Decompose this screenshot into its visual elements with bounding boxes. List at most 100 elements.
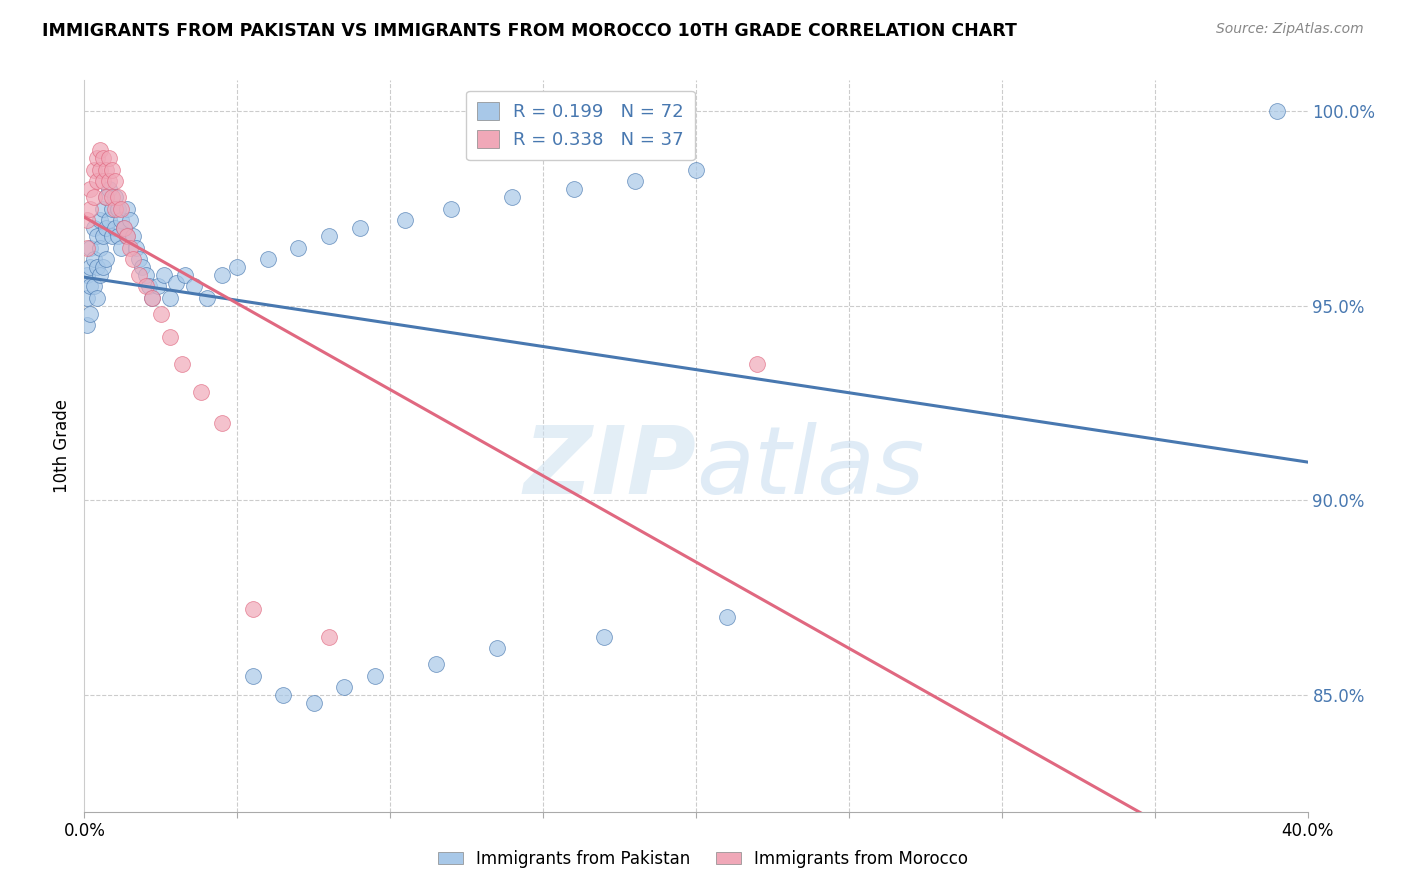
Point bbox=[165, 276, 187, 290]
Y-axis label: 10th Grade: 10th Grade bbox=[53, 399, 72, 493]
Point bbox=[104, 174, 127, 188]
Point bbox=[83, 190, 105, 204]
Point bbox=[502, 190, 524, 204]
Point bbox=[104, 221, 127, 235]
Point bbox=[79, 241, 101, 255]
Point bbox=[146, 279, 169, 293]
Point bbox=[91, 174, 114, 188]
Point bbox=[149, 307, 172, 321]
Point bbox=[174, 268, 197, 282]
Point bbox=[89, 241, 111, 255]
Point bbox=[79, 279, 101, 293]
Point bbox=[257, 252, 280, 267]
Point bbox=[226, 260, 249, 274]
Point bbox=[318, 228, 340, 243]
Point bbox=[195, 291, 218, 305]
Point bbox=[94, 221, 117, 235]
Point bbox=[79, 307, 101, 321]
Point bbox=[107, 202, 129, 216]
Point bbox=[128, 268, 150, 282]
Point bbox=[76, 268, 98, 282]
Point bbox=[94, 190, 117, 204]
Point bbox=[135, 268, 157, 282]
Text: ZIP: ZIP bbox=[523, 422, 696, 514]
Text: IMMIGRANTS FROM PAKISTAN VS IMMIGRANTS FROM MOROCCO 10TH GRADE CORRELATION CHART: IMMIGRANTS FROM PAKISTAN VS IMMIGRANTS F… bbox=[42, 22, 1017, 40]
Point bbox=[128, 252, 150, 267]
Point bbox=[159, 330, 181, 344]
Point bbox=[86, 228, 108, 243]
Point bbox=[101, 190, 124, 204]
Point bbox=[94, 190, 117, 204]
Point bbox=[141, 291, 163, 305]
Point bbox=[131, 260, 153, 274]
Point bbox=[83, 162, 105, 177]
Point bbox=[112, 221, 135, 235]
Point bbox=[76, 241, 98, 255]
Point bbox=[110, 241, 132, 255]
Point bbox=[153, 268, 176, 282]
Point bbox=[97, 213, 120, 227]
Point bbox=[115, 228, 138, 243]
Point bbox=[115, 228, 138, 243]
Point bbox=[79, 182, 101, 196]
Point bbox=[91, 202, 114, 216]
Point bbox=[271, 688, 294, 702]
Point bbox=[76, 291, 98, 305]
Point bbox=[349, 221, 371, 235]
Text: atlas: atlas bbox=[696, 423, 924, 514]
Point bbox=[122, 252, 145, 267]
Point bbox=[302, 696, 325, 710]
Point bbox=[486, 641, 509, 656]
Point bbox=[83, 252, 105, 267]
Point bbox=[89, 268, 111, 282]
Point bbox=[211, 268, 233, 282]
Point bbox=[107, 228, 129, 243]
Point bbox=[101, 202, 124, 216]
Point bbox=[211, 416, 233, 430]
Point bbox=[190, 384, 212, 399]
Point bbox=[135, 279, 157, 293]
Point bbox=[593, 630, 616, 644]
Point bbox=[101, 228, 124, 243]
Point bbox=[115, 202, 138, 216]
Point bbox=[89, 162, 111, 177]
Point bbox=[112, 221, 135, 235]
Legend: R = 0.199   N = 72, R = 0.338   N = 37: R = 0.199 N = 72, R = 0.338 N = 37 bbox=[467, 91, 695, 161]
Point bbox=[159, 291, 181, 305]
Point bbox=[183, 279, 205, 293]
Point bbox=[89, 213, 111, 227]
Point bbox=[91, 151, 114, 165]
Point bbox=[425, 657, 447, 671]
Point bbox=[97, 151, 120, 165]
Point bbox=[110, 213, 132, 227]
Point bbox=[86, 151, 108, 165]
Point bbox=[716, 610, 738, 624]
Text: Source: ZipAtlas.com: Source: ZipAtlas.com bbox=[1216, 22, 1364, 37]
Point bbox=[394, 213, 416, 227]
Point bbox=[89, 144, 111, 158]
Point bbox=[94, 252, 117, 267]
Point bbox=[172, 357, 194, 371]
Point bbox=[318, 630, 340, 644]
Legend: Immigrants from Pakistan, Immigrants from Morocco: Immigrants from Pakistan, Immigrants fro… bbox=[432, 844, 974, 875]
Point bbox=[242, 668, 264, 682]
Point bbox=[83, 279, 105, 293]
Point bbox=[86, 291, 108, 305]
Point bbox=[122, 228, 145, 243]
Point bbox=[364, 668, 387, 682]
Point bbox=[624, 174, 647, 188]
Point bbox=[110, 202, 132, 216]
Point bbox=[86, 260, 108, 274]
Point bbox=[107, 190, 129, 204]
Point bbox=[83, 221, 105, 235]
Point bbox=[287, 241, 309, 255]
Point bbox=[747, 357, 769, 371]
Point bbox=[562, 182, 585, 196]
Point bbox=[141, 291, 163, 305]
Point bbox=[104, 202, 127, 216]
Point bbox=[120, 241, 142, 255]
Point bbox=[76, 213, 98, 227]
Point bbox=[91, 260, 114, 274]
Point bbox=[440, 202, 463, 216]
Point bbox=[1265, 104, 1288, 119]
